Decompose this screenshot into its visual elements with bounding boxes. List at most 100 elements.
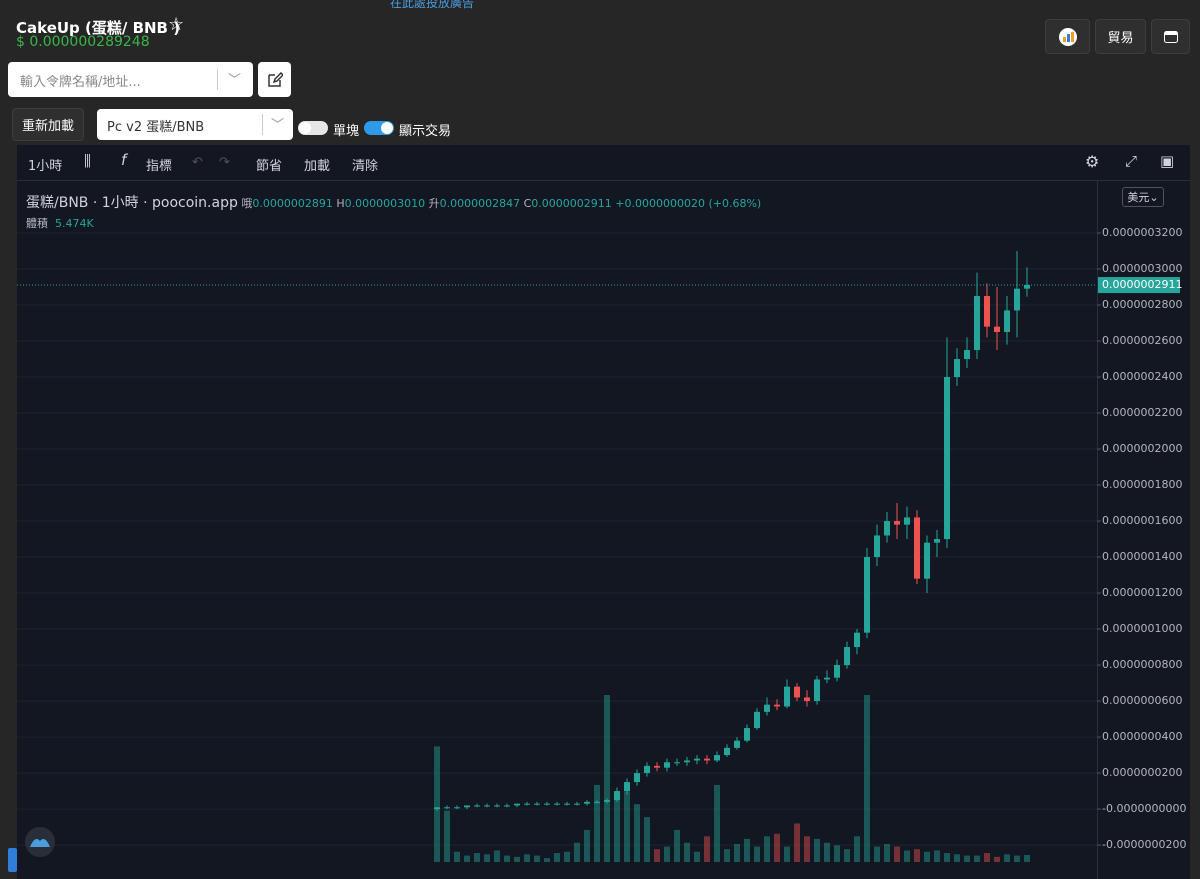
fullscreen-button[interactable]: ⤢	[1125, 152, 1138, 170]
candle-body	[434, 807, 440, 810]
candle-body	[574, 803, 580, 805]
save-button[interactable]: 節省	[256, 159, 283, 174]
volume-bar	[584, 829, 590, 862]
pair-select-text: Pc v2 蛋糕/BNB	[107, 120, 205, 135]
load-button[interactable]: 加載	[304, 159, 331, 174]
ad-link[interactable]: 在此處投放廣告	[390, 0, 475, 10]
edit-button[interactable]	[258, 62, 291, 97]
volume-bar	[1014, 855, 1020, 862]
toggle-trades[interactable]	[364, 121, 394, 135]
settings-button[interactable]: ⚙	[1085, 152, 1100, 171]
candle-body	[524, 803, 530, 805]
volume-bar	[494, 850, 500, 862]
legend-value: 0.0000002911	[531, 197, 612, 210]
trade-button[interactable]: 貿易	[1095, 19, 1146, 54]
legend-change: +0.0000000020 (+0.68%)	[615, 197, 762, 210]
snapshot-button[interactable]: ▣	[1160, 152, 1175, 170]
candle-body	[594, 801, 600, 803]
side-tab[interactable]	[8, 848, 17, 872]
candle-body	[764, 704, 770, 712]
candle-body	[894, 521, 900, 525]
y-tick-label: 0.0000002600	[1102, 334, 1182, 347]
volume-bar	[664, 846, 670, 862]
volume-bar	[724, 849, 730, 862]
volume-bar	[774, 833, 780, 862]
candle-body	[824, 677, 830, 680]
separator	[217, 69, 218, 90]
indicators-button[interactable]: 指標	[146, 159, 173, 174]
last-price-tag	[1098, 277, 1180, 294]
legend-title: 蛋糕/BNB · 1小時 · poocoin.app	[26, 195, 238, 211]
volume-layer	[434, 695, 1030, 862]
volume-bar	[744, 838, 750, 862]
reload-button[interactable]: 重新加載	[12, 108, 84, 141]
wallet-button[interactable]	[1151, 19, 1190, 54]
volume-bar	[624, 791, 630, 862]
redo-button[interactable]: ↷	[219, 155, 230, 170]
candle-body	[844, 647, 850, 666]
legend-label: H	[336, 197, 345, 210]
legend-value: 5.474K	[55, 217, 94, 230]
volume-bar	[954, 854, 960, 862]
chart-button[interactable]	[1045, 19, 1090, 54]
separator	[262, 114, 263, 135]
y-tick-label: 0.0000001600	[1102, 514, 1182, 527]
volume-bar	[594, 784, 600, 862]
volume-bar	[684, 842, 690, 862]
candle-body	[1014, 288, 1020, 311]
candle-body	[664, 762, 670, 768]
favorite-star[interactable]: ☆	[168, 14, 185, 35]
y-tick-label: 0.0000002800	[1102, 298, 1182, 311]
y-tick-label: -0.0000000000	[1102, 802, 1186, 815]
toggle-trades-label: 顯示交易	[399, 124, 452, 139]
y-tick-label: 0.0000002000	[1102, 442, 1182, 455]
token-search[interactable]: 輸入令牌名稱/地址... ﹀	[8, 62, 253, 97]
candle-body	[544, 803, 550, 805]
volume-bar	[854, 836, 860, 862]
candle-body	[494, 805, 500, 807]
dropdown-arrow: ﹀	[271, 118, 285, 133]
candle-body	[614, 791, 620, 801]
legend-value: 0.0000003010	[344, 197, 426, 210]
candle-body	[604, 800, 610, 802]
candle-body	[654, 765, 660, 768]
undo-button[interactable]: ↶	[192, 155, 203, 170]
volume-bar	[714, 784, 720, 862]
candle-body	[904, 517, 910, 525]
volume-bar	[784, 846, 790, 862]
pair-select[interactable]: Pc v2 蛋糕/BNB ﹀	[97, 109, 293, 140]
volume-bar	[844, 849, 850, 862]
y-tick-label: 0.0000001000	[1102, 622, 1182, 635]
candle-body	[514, 803, 520, 806]
clear-button[interactable]: 清除	[352, 159, 379, 174]
candle-body	[744, 728, 750, 741]
candle-type-button[interactable]: ⫼	[84, 152, 91, 170]
fx-icon: f	[121, 151, 127, 169]
dropdown-arrow: ﹀	[228, 73, 242, 88]
candle-body	[794, 686, 800, 698]
volume-legend: 體積 5.474K	[26, 215, 94, 231]
toggle-single-label: 單塊	[333, 124, 360, 139]
chart-icon	[1058, 27, 1077, 46]
legend-label: C	[523, 197, 532, 210]
interval-button[interactable]: 1小時	[28, 159, 63, 174]
candle-body	[754, 711, 760, 729]
y-tick-label: 0.0000002200	[1102, 406, 1182, 419]
toggle-knob	[299, 122, 311, 134]
volume-bar	[894, 846, 900, 862]
volume-bar	[864, 695, 870, 862]
toggle-single[interactable]	[298, 121, 328, 135]
candle-body	[644, 765, 650, 774]
currency-select[interactable]: 美元 ⌄	[1122, 187, 1164, 207]
volume-bar	[764, 836, 770, 862]
volume-bar	[604, 695, 610, 862]
volume-bar	[614, 797, 620, 862]
candle-body	[914, 517, 920, 579]
y-tick-label: 0.0000000200	[1102, 766, 1182, 779]
volume-bar	[644, 817, 650, 862]
volume-bar	[944, 853, 950, 862]
candle-body	[724, 747, 730, 756]
candle-body	[554, 803, 560, 805]
volume-bar	[574, 842, 580, 862]
